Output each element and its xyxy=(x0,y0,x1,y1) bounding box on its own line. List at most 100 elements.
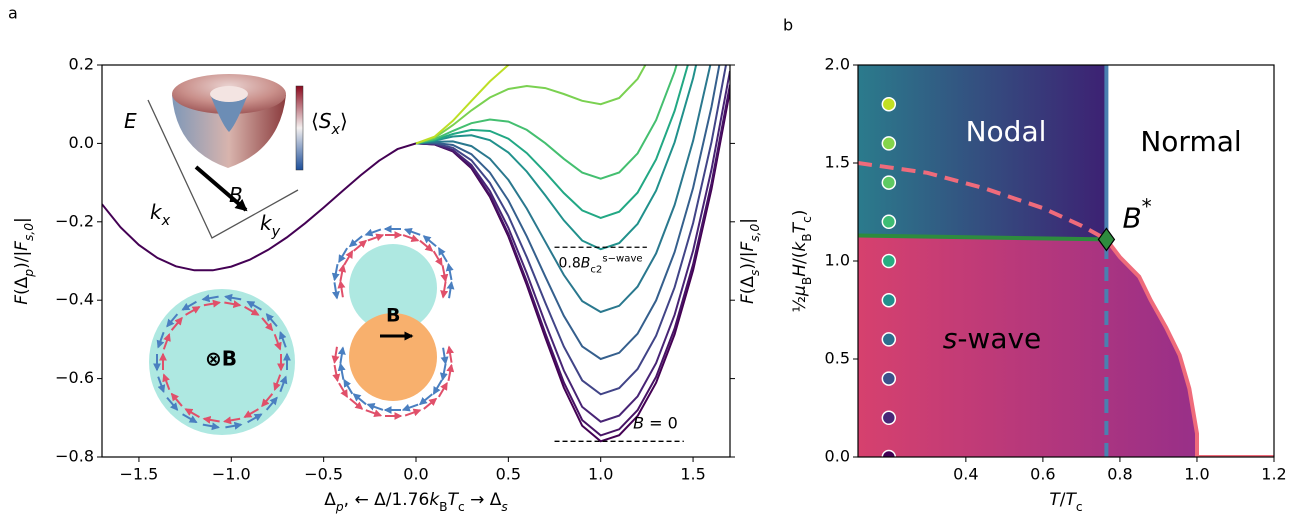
colorbar-label-part: ⟨ xyxy=(311,109,319,133)
spin-arrow xyxy=(261,317,274,332)
point xyxy=(881,332,897,347)
y-axis-label: ½μBH/(kBTc) xyxy=(790,210,814,313)
spin-arrow xyxy=(225,421,243,430)
inset-label: B xyxy=(386,305,400,327)
y-tick-label: 0.0 xyxy=(69,133,94,152)
marker-label: B* xyxy=(1122,194,1151,235)
field-arrow xyxy=(194,165,248,212)
point xyxy=(881,371,897,386)
spin-arrow xyxy=(422,235,437,248)
inset-label: ky xyxy=(260,211,281,241)
x-tick-label: 1.5 xyxy=(680,465,705,484)
inset-label: B xyxy=(229,183,243,207)
spin-arrow xyxy=(364,228,382,237)
y-axis-label-part: F xyxy=(12,241,32,251)
colorbar-label-part: ⟩ xyxy=(340,109,348,133)
y2-axis-label-part: s,0 xyxy=(748,223,762,241)
y-axis-label-part: ) xyxy=(790,210,810,217)
plot-area xyxy=(102,65,730,443)
spin-arrow xyxy=(404,408,422,417)
spin-arrow xyxy=(279,375,288,393)
x-tick-label: 1.0 xyxy=(588,465,613,484)
spin-arrow xyxy=(445,262,454,281)
spin-arrow xyxy=(446,281,455,299)
x-axis-label-part: k xyxy=(429,490,440,510)
x-axis-label-part: T xyxy=(448,490,460,510)
x-axis-label-part: p xyxy=(335,500,344,514)
inset-label-part: E xyxy=(124,109,137,133)
y2-axis-label-part: )/| xyxy=(738,252,758,270)
spin-arrow xyxy=(201,294,219,303)
spin-arrow xyxy=(337,346,346,364)
spin-arrow xyxy=(278,330,287,348)
spin-arrow xyxy=(224,300,242,309)
inset-label-part: B xyxy=(229,183,243,207)
fermi-circle xyxy=(349,244,437,332)
region-label-part: s xyxy=(943,322,958,355)
reference-label: B = 0 xyxy=(633,413,678,432)
spin-arrow xyxy=(331,346,340,364)
panel-label: a xyxy=(8,4,18,23)
x-axis-label-part: Δ xyxy=(324,490,336,510)
reference-label-part: B xyxy=(581,255,591,271)
spin-arrow xyxy=(166,313,179,328)
spin-arrow xyxy=(440,281,449,299)
y2-axis-label-part: (Δ xyxy=(738,276,758,295)
reference-label-part: B xyxy=(633,413,644,432)
y-axis-label-part: k xyxy=(790,241,810,252)
spin-arrow xyxy=(343,378,354,395)
spin-arrow xyxy=(265,396,278,411)
marker-label-part: B xyxy=(1122,201,1141,234)
spin-arrow xyxy=(401,403,419,412)
spin-arrow xyxy=(170,392,183,407)
spin-arrow xyxy=(162,373,171,391)
inset-label-part: y xyxy=(271,224,281,240)
region-label: Nodal xyxy=(966,115,1047,148)
colorbar-label-part: x xyxy=(331,122,341,138)
phase-line xyxy=(858,161,1108,242)
y-tick-label: 0.2 xyxy=(69,55,94,74)
insets: Ekx kyB⟨Sx⟩⊗BB xyxy=(124,74,455,435)
spin-arrow xyxy=(432,250,443,267)
spin-arrow xyxy=(440,347,449,365)
inset-label: E xyxy=(124,109,137,133)
spin-arrow xyxy=(223,416,241,425)
spin-arrow xyxy=(419,239,434,252)
spin-arrow xyxy=(402,234,420,242)
phase-line xyxy=(1104,238,1274,457)
point xyxy=(881,96,897,112)
spin-arrow xyxy=(353,239,368,252)
spin-arrow xyxy=(337,280,346,298)
reference-label-part: s−wave xyxy=(602,253,642,264)
spin-arrow xyxy=(365,409,383,418)
spin-arrow xyxy=(403,227,421,236)
x-tick-label: 0.6 xyxy=(1030,465,1055,484)
x-tick-label: 0.5 xyxy=(496,465,521,484)
reference-label-part: c2 xyxy=(590,264,602,275)
spin-arrow xyxy=(352,393,367,406)
curve xyxy=(415,65,698,251)
y-axis-label-part: μ xyxy=(790,285,810,297)
y-tick-label: 2.0 xyxy=(825,55,850,74)
y2-axis-label: F(Δs)/|Fs,0| xyxy=(738,218,762,304)
x-tick-label: −1.0 xyxy=(212,465,251,484)
y-axis-label-part: | xyxy=(12,217,32,223)
x-axis-label-part: , ← Δ/1.76 xyxy=(344,490,430,510)
x-tick-label: −0.5 xyxy=(304,465,343,484)
x-tick-label: 1.0 xyxy=(1184,465,1209,484)
spin-arrow xyxy=(203,299,221,308)
spin-arrow xyxy=(338,247,349,264)
x-tick-label: −1.5 xyxy=(120,465,159,484)
spin-arrow xyxy=(156,331,165,349)
marker-label-part: * xyxy=(1142,194,1152,218)
spin-arrow xyxy=(246,300,262,311)
y-tick-label: −0.8 xyxy=(55,447,94,466)
spin-arrow xyxy=(162,333,171,350)
x-tick-label: 0.8 xyxy=(1107,465,1132,484)
y2-axis-label-part: s xyxy=(748,269,762,276)
region-label: s-wave xyxy=(943,322,1042,355)
y-tick-label: 0.5 xyxy=(825,349,850,368)
spin-arrow xyxy=(332,364,341,383)
colorbar-label-part: S xyxy=(319,109,332,133)
